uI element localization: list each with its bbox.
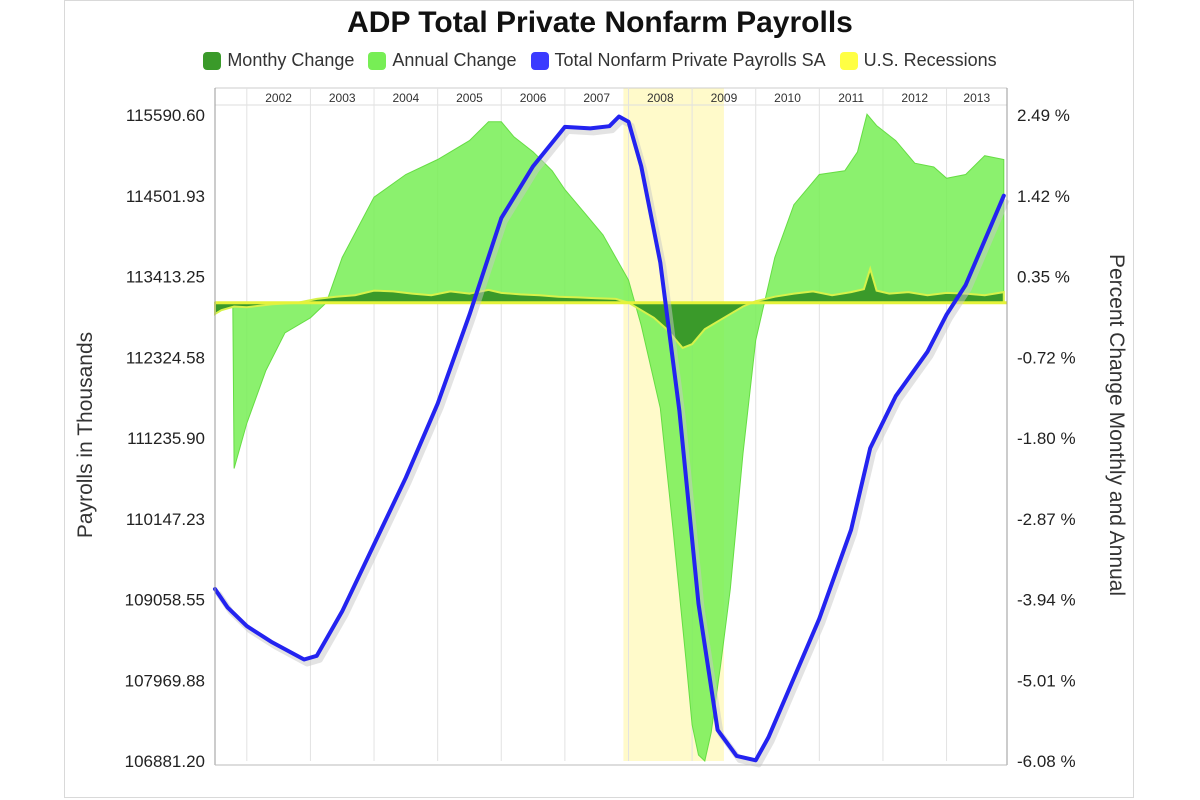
year-label: 2003 (329, 91, 356, 105)
year-label: 2004 (392, 91, 419, 105)
legend-item-monthly[interactable]: Monthy Change (203, 50, 354, 71)
year-label: 2012 (901, 91, 928, 105)
legend-label-recessions: U.S. Recessions (863, 50, 997, 70)
y-tick-label: 113413.25 (126, 268, 205, 287)
y2-tick-label: -0.72 % (1017, 348, 1076, 367)
year-label: 2005 (456, 91, 483, 105)
monthly-change-area (214, 265, 1005, 350)
legend-label-payrolls: Total Nonfarm Private Payrolls SA (554, 50, 826, 70)
legend-item-annual[interactable]: Annual Change (368, 50, 517, 71)
y-tick-label: 107969.88 (125, 671, 205, 690)
y-tick-label: 114501.93 (126, 187, 205, 206)
legend-label-monthly: Monthy Change (227, 50, 355, 70)
year-label: 2009 (711, 91, 738, 105)
y-tick-label: 106881.20 (125, 752, 205, 771)
y2-tick-label: -5.01 % (1017, 671, 1076, 690)
year-label: 2008 (647, 91, 674, 105)
y2-tick-label: 1.42 % (1017, 187, 1070, 206)
legend-swatch-annual (368, 51, 387, 70)
y2-tick-label: 2.49 % (1017, 106, 1070, 125)
y2-tick-label: 0.35 % (1017, 268, 1070, 287)
y-axis-title: Payrolls in Thousands (74, 332, 97, 538)
annual-change-area (215, 113, 1005, 762)
chart-title: ADP Total Private Nonfarm Payrolls (347, 6, 853, 39)
y-tick-label: 110147.23 (126, 510, 205, 529)
y-tick-label: 109058.55 (125, 591, 205, 610)
y2-axis-title: Percent Change Monthly and Annual (1105, 254, 1128, 596)
y2-tick-label: -2.87 % (1017, 510, 1076, 529)
chart-legend: Monthy Change Annual Change Total Nonfar… (0, 50, 1200, 71)
legend-swatch-recessions (839, 51, 858, 70)
y-tick-label: 115590.60 (126, 106, 205, 125)
y-tick-label: 111235.90 (127, 429, 205, 448)
legend-item-recessions[interactable]: U.S. Recessions (839, 50, 997, 71)
y-tick-label: 112324.58 (126, 348, 205, 367)
year-label: 2010 (774, 91, 801, 105)
year-label: 2011 (838, 91, 864, 105)
legend-item-payrolls[interactable]: Total Nonfarm Private Payrolls SA (530, 50, 826, 71)
y2-tick-label: -6.08 % (1017, 752, 1076, 771)
year-label: 2013 (963, 91, 990, 105)
y2-tick-label: -3.94 % (1017, 591, 1076, 610)
year-label: 2007 (583, 91, 610, 105)
y2-tick-label: -1.80 % (1017, 429, 1076, 448)
legend-swatch-monthly (203, 51, 222, 70)
year-label: 2002 (265, 91, 292, 105)
payroll-line (213, 114, 1006, 763)
year-label: 2006 (520, 91, 547, 105)
legend-label-annual: Annual Change (392, 50, 517, 70)
legend-swatch-payrolls (530, 51, 549, 70)
